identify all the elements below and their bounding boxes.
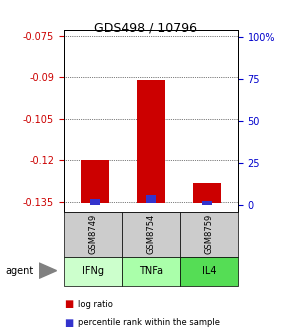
Text: GSM8754: GSM8754: [146, 214, 155, 254]
Text: GDS498 / 10796: GDS498 / 10796: [93, 22, 197, 35]
Bar: [81, 160, 109, 203]
Bar: [146, 195, 156, 203]
Text: agent: agent: [6, 266, 34, 276]
Text: GSM8759: GSM8759: [204, 214, 213, 254]
Bar: [137, 80, 165, 203]
Text: log ratio: log ratio: [78, 300, 113, 308]
Text: GSM8749: GSM8749: [88, 214, 97, 254]
Text: ■: ■: [64, 318, 73, 328]
Text: percentile rank within the sample: percentile rank within the sample: [78, 318, 220, 327]
Polygon shape: [39, 263, 57, 278]
Text: ■: ■: [64, 299, 73, 309]
Bar: [202, 201, 212, 205]
Bar: [90, 199, 100, 205]
Text: TNFa: TNFa: [139, 266, 163, 276]
Text: IL4: IL4: [202, 266, 216, 276]
Text: IFNg: IFNg: [82, 266, 104, 276]
Bar: [193, 182, 221, 203]
